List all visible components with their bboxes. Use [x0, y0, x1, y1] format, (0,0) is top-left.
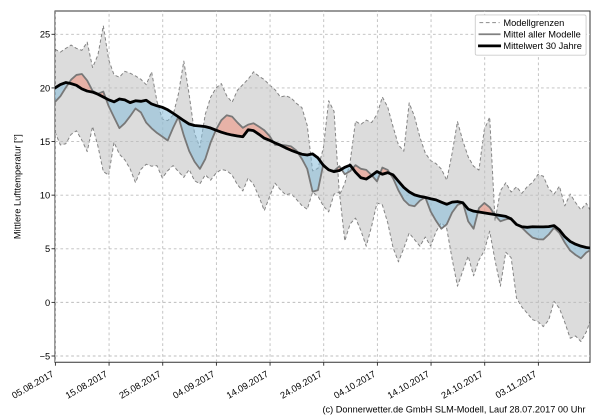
- svg-text:0: 0: [45, 298, 50, 308]
- svg-text:Modellgrenzen: Modellgrenzen: [503, 18, 564, 28]
- svg-text:25: 25: [40, 30, 50, 40]
- svg-text:Mittelwert 30 Jahre: Mittelwert 30 Jahre: [503, 41, 582, 51]
- svg-text:−5: −5: [40, 351, 51, 361]
- svg-text:10: 10: [40, 191, 50, 201]
- svg-text:(c) Donnerwetter.de GmbH SLM-M: (c) Donnerwetter.de GmbH SLM-Modell, Lau…: [323, 405, 586, 415]
- svg-text:Mittlere Lufttemperatur [°]: Mittlere Lufttemperatur [°]: [13, 134, 23, 239]
- svg-text:20: 20: [40, 83, 50, 93]
- svg-text:5: 5: [45, 244, 50, 254]
- svg-text:15: 15: [40, 137, 50, 147]
- svg-text:Mittel aller Modelle: Mittel aller Modelle: [503, 29, 581, 39]
